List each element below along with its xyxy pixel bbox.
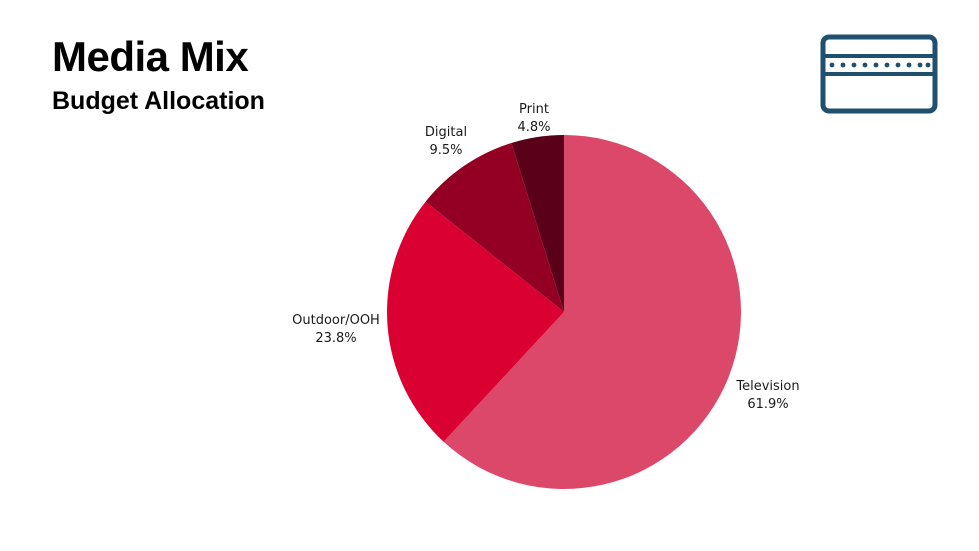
slice-label-name: Print [519,102,549,117]
pie-slices [387,135,741,490]
slice-label-print: Print 4.8% [517,102,550,135]
pie-slice-digital [425,142,564,312]
slice-label-digital: Digital 9.5% [425,125,467,158]
pie-labels: Television 61.9% Outdoor/OOH 23.8% Digital 9.… [292,102,799,412]
card-with-dots-icon [820,34,938,114]
slice-label-value: 61.9% [747,397,788,412]
slice-label-name: Outdoor/OOH [292,313,380,328]
pie-slice-television [443,135,741,490]
slice-label-name: Digital [425,125,467,140]
slice-label-name: Television [735,379,799,394]
slice-label-television: Television 61.9% [735,379,799,412]
page-subtitle: Budget Allocation [52,87,265,115]
pie-slice-print [511,135,564,312]
slice-label-value: 4.8% [517,120,550,135]
page-title: Media Mix [52,33,249,80]
slice-label-value: 23.8% [315,331,356,346]
slice-label-value: 9.5% [429,143,462,158]
pie-slice-outdoor-ooh [387,201,564,442]
slice-label-outdoor-ooh: Outdoor/OOH 23.8% [292,313,380,346]
